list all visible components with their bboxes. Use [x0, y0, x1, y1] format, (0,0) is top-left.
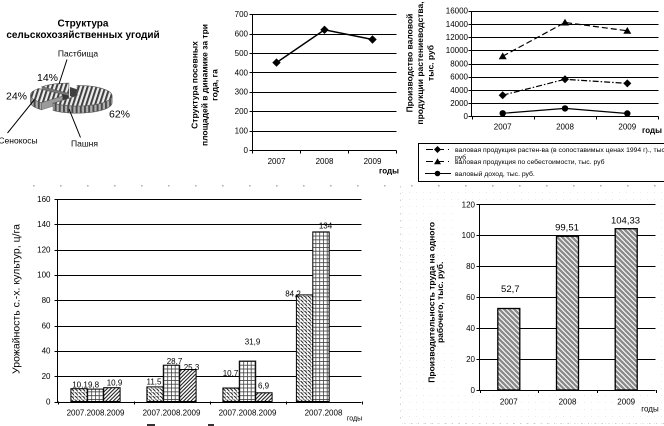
svg-text:годы: годы: [347, 416, 362, 423]
svg-text:16000: 16000: [446, 7, 469, 16]
svg-text:10,7: 10,7: [223, 369, 239, 378]
svg-text:Производство валовой: Производство валовой: [405, 14, 415, 113]
svg-text:сельскохозяйственных угодий: сельскохозяйственных угодий: [6, 30, 159, 41]
svg-text:160: 160: [37, 195, 51, 204]
svg-text:Урожайность с.-х. культур, ц/: Урожайность с.-х. культур, ц/га: [11, 224, 23, 374]
svg-text:10000: 10000: [446, 46, 469, 55]
svg-text:14%: 14%: [37, 72, 58, 84]
svg-text:99,51: 99,51: [555, 223, 579, 234]
svg-text:0: 0: [471, 386, 476, 395]
svg-text:6000: 6000: [450, 73, 468, 82]
svg-text:100: 100: [235, 127, 249, 136]
svg-text:80: 80: [42, 296, 51, 305]
svg-text:руб: руб: [455, 154, 466, 162]
svg-text:2007: 2007: [268, 157, 286, 166]
svg-text:62%: 62%: [109, 109, 130, 121]
svg-text:24%: 24%: [6, 91, 27, 103]
svg-text:200: 200: [235, 107, 249, 116]
svg-text:2007.2008: 2007.2008: [305, 409, 343, 418]
svg-text:0: 0: [46, 397, 51, 406]
svg-text:40: 40: [42, 347, 51, 356]
svg-text:0: 0: [464, 112, 469, 121]
svg-text:Пастбища: Пастбища: [58, 49, 99, 59]
svg-text:Структура посевных: Структура посевных: [190, 41, 200, 129]
svg-text:2007.2008.2009: 2007.2008.2009: [143, 409, 201, 418]
svg-text:Производительность труда на од: Производительность труда на одного: [427, 222, 437, 383]
svg-text:6,9: 6,9: [258, 382, 270, 391]
svg-text:14000: 14000: [446, 20, 469, 29]
svg-text:40: 40: [466, 324, 475, 333]
svg-text:2000: 2000: [450, 99, 468, 108]
svg-text:2008: 2008: [316, 157, 334, 166]
svg-text:валовый доход, тыс. руб.: валовый доход, тыс. руб.: [455, 170, 535, 178]
svg-text:134: 134: [319, 222, 333, 231]
svg-text:52,7: 52,7: [501, 284, 520, 295]
svg-text:2009: 2009: [617, 398, 635, 407]
svg-text:валовая продукция по себестоим: валовая продукция по себестоимости, тыс.…: [455, 158, 605, 166]
svg-text:Структура: Структура: [58, 19, 109, 30]
svg-text:0: 0: [244, 146, 249, 155]
svg-text:104,33: 104,33: [611, 216, 640, 227]
svg-text:20: 20: [42, 372, 51, 381]
svg-text:25,3: 25,3: [184, 363, 200, 372]
svg-text:12000: 12000: [446, 33, 469, 42]
svg-text:31,9: 31,9: [245, 338, 261, 347]
svg-text:100: 100: [462, 231, 476, 240]
svg-text:500: 500: [235, 49, 249, 58]
svg-text:2009: 2009: [364, 157, 382, 166]
svg-text:Пашня: Пашня: [71, 139, 98, 149]
svg-text:4000: 4000: [450, 86, 468, 95]
svg-text:года, га: года, га: [210, 69, 220, 101]
svg-text:2007: 2007: [500, 398, 518, 407]
svg-text:120: 120: [462, 200, 476, 209]
svg-text:700: 700: [235, 10, 249, 19]
svg-text:валовая продукция растен-ва (в: валовая продукция растен-ва (в сопостави…: [455, 147, 664, 154]
svg-text:28,7: 28,7: [167, 357, 183, 366]
svg-text:60: 60: [42, 321, 51, 330]
svg-text:продукции растениеводства,: продукции растениеводства,: [415, 1, 425, 124]
svg-text:годы: годы: [642, 126, 662, 135]
svg-text:600: 600: [235, 29, 249, 38]
svg-text:84,2: 84,2: [285, 290, 301, 299]
svg-text:9,8: 9,8: [88, 381, 100, 390]
svg-text:2007: 2007: [494, 123, 512, 132]
svg-text:10,1: 10,1: [72, 381, 88, 390]
svg-text:300: 300: [235, 88, 249, 97]
svg-text:10,9: 10,9: [107, 379, 123, 388]
svg-text:годы: годы: [379, 167, 399, 176]
svg-text:2008: 2008: [556, 123, 574, 132]
svg-text:годы: годы: [641, 405, 659, 414]
svg-text:тыс. руб: тыс. руб: [426, 45, 436, 81]
svg-text:60: 60: [466, 293, 475, 302]
svg-text:400: 400: [235, 68, 249, 77]
svg-text:Сенокосы: Сенокосы: [0, 136, 38, 146]
svg-text:2007.2008.2009: 2007.2008.2009: [67, 409, 125, 418]
svg-text:140: 140: [37, 220, 51, 229]
svg-text:11,5: 11,5: [147, 378, 163, 387]
svg-text:8000: 8000: [450, 59, 468, 68]
svg-text:рабочего, тыс. руб.: рабочего, тыс. руб.: [435, 262, 445, 343]
svg-text:120: 120: [37, 245, 51, 254]
svg-text:80: 80: [466, 262, 475, 271]
svg-text:2007.2008.2009: 2007.2008.2009: [219, 409, 277, 418]
svg-text:площадей в динамике за три: площадей в динамике за три: [200, 24, 210, 146]
svg-text:20: 20: [466, 355, 475, 364]
svg-text:2009: 2009: [618, 123, 636, 132]
svg-text:100: 100: [37, 271, 51, 280]
svg-text:2008: 2008: [559, 398, 577, 407]
